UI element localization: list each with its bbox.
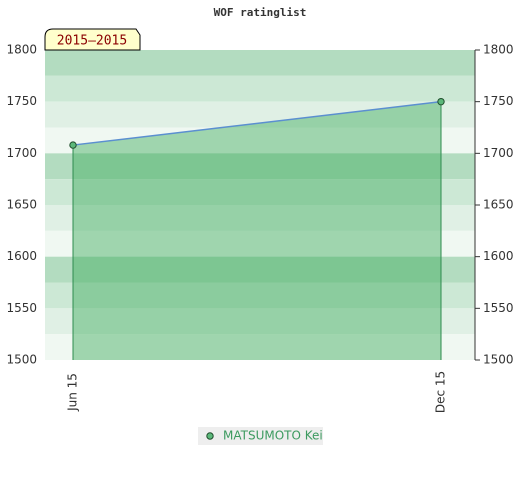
y-tick-label: 1800 — [6, 43, 37, 57]
chart-title: WOF ratinglist — [214, 6, 307, 19]
stripe — [45, 153, 475, 180]
y2-tick-label: 1750 — [483, 94, 514, 108]
plot-background — [45, 50, 475, 360]
y-tick-label: 1700 — [6, 146, 37, 160]
line — [72, 100, 442, 146]
y2-tick-label: 1600 — [483, 249, 514, 263]
stripe — [45, 179, 475, 205]
stripe — [45, 334, 475, 360]
stripe — [45, 50, 475, 76]
x-tick-label: Dec 15 — [434, 371, 448, 413]
y-tick-label: 1750 — [6, 94, 37, 108]
stripe — [45, 282, 475, 309]
y-tick-label: 1650 — [6, 198, 37, 212]
area — [73, 101, 441, 361]
y-tick-label: 1600 — [6, 249, 37, 263]
y2-tick-label: 1550 — [483, 301, 514, 315]
y2-tick-label: 1650 — [483, 198, 514, 212]
stripe — [45, 205, 475, 231]
marker — [69, 141, 77, 149]
marker — [437, 97, 445, 106]
annotation-box — [44, 28, 141, 51]
annotation: 2015–2015 — [57, 34, 127, 49]
y2-tick-label: 1700 — [483, 146, 514, 160]
y-tick-label: 1550 — [6, 301, 37, 315]
stripe — [45, 308, 475, 335]
y2-tick-label: 1500 — [483, 353, 514, 367]
stripe — [45, 230, 475, 257]
stripe — [45, 256, 475, 283]
y-tick-label: 1500 — [6, 353, 37, 367]
legend-label: MATSUMOTO Kei — [223, 429, 323, 443]
y2-tick-label: 1800 — [483, 43, 514, 57]
x-tick-label: Jun 15 — [66, 373, 80, 412]
stripe — [45, 75, 475, 102]
legend-marker — [206, 432, 214, 440]
legend-box — [198, 427, 323, 445]
